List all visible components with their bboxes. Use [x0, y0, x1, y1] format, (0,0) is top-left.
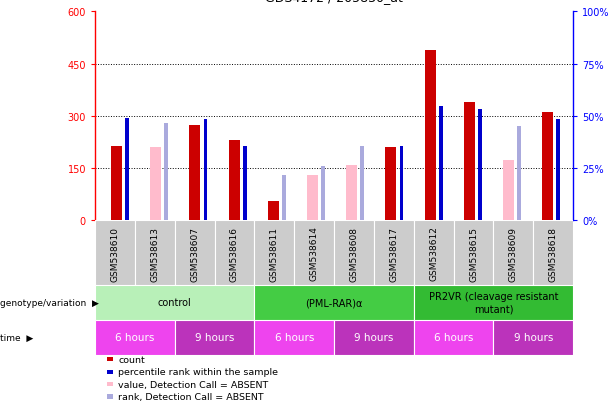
Text: GSM538611: GSM538611 [270, 226, 279, 281]
Bar [414, 320, 493, 355]
Text: time  ▶: time ▶ [0, 333, 33, 342]
Text: GSM538617: GSM538617 [389, 226, 398, 281]
Bar [254, 320, 334, 355]
Text: GDS4172 / 205830_at: GDS4172 / 205830_at [265, 0, 403, 4]
Bar [294, 221, 334, 285]
Text: 9 hours: 9 hours [354, 332, 394, 343]
Bar [95, 221, 135, 285]
Bar [493, 320, 573, 355]
Bar [400, 146, 403, 221]
Bar [454, 221, 493, 285]
Bar [360, 146, 364, 221]
Bar [439, 106, 443, 221]
Bar [334, 320, 414, 355]
Bar [346, 165, 357, 221]
Bar [414, 221, 454, 285]
Bar [243, 146, 246, 221]
Text: (PML-RAR)α: (PML-RAR)α [305, 297, 363, 308]
Text: rank, Detection Call = ABSENT: rank, Detection Call = ABSENT [118, 392, 264, 401]
Bar [517, 127, 521, 221]
Bar [414, 285, 573, 320]
Bar [557, 120, 560, 221]
Bar [189, 126, 200, 221]
Bar [150, 148, 161, 221]
Bar [268, 202, 279, 221]
Bar [125, 119, 129, 221]
Bar [254, 285, 414, 320]
Text: genotype/variation  ▶: genotype/variation ▶ [0, 298, 99, 307]
Bar [374, 221, 414, 285]
Bar [533, 221, 573, 285]
Text: GSM538608: GSM538608 [349, 226, 359, 281]
Text: GSM538607: GSM538607 [190, 226, 199, 281]
Bar [503, 160, 514, 221]
Bar [164, 123, 169, 221]
Text: count: count [118, 355, 145, 364]
Bar [542, 113, 553, 221]
Bar [254, 221, 294, 285]
Bar [307, 176, 318, 221]
Bar [478, 110, 482, 221]
Bar [215, 221, 254, 285]
Bar [204, 120, 207, 221]
Bar [95, 320, 175, 355]
Text: GSM538613: GSM538613 [150, 226, 159, 281]
Bar [334, 221, 374, 285]
Text: PR2VR (cleavage resistant
mutant): PR2VR (cleavage resistant mutant) [428, 292, 558, 313]
Text: GSM538614: GSM538614 [310, 226, 319, 281]
Text: GSM538618: GSM538618 [549, 226, 558, 281]
Text: GSM538615: GSM538615 [469, 226, 478, 281]
Bar [464, 103, 475, 221]
Bar [175, 320, 254, 355]
Bar [95, 285, 254, 320]
Bar [175, 221, 215, 285]
Text: 9 hours: 9 hours [195, 332, 234, 343]
Text: GSM538616: GSM538616 [230, 226, 239, 281]
Text: 6 hours: 6 hours [275, 332, 314, 343]
Text: 6 hours: 6 hours [115, 332, 154, 343]
Bar [386, 148, 397, 221]
Bar [111, 146, 122, 221]
Bar [282, 176, 286, 221]
Text: GSM538609: GSM538609 [509, 226, 518, 281]
Bar [229, 141, 240, 221]
Bar [135, 221, 175, 285]
Text: 9 hours: 9 hours [514, 332, 553, 343]
Text: value, Detection Call = ABSENT: value, Detection Call = ABSENT [118, 380, 268, 389]
Bar [321, 167, 325, 221]
Text: control: control [158, 297, 192, 308]
Text: GSM538610: GSM538610 [110, 226, 120, 281]
Text: 6 hours: 6 hours [434, 332, 473, 343]
Text: GSM538612: GSM538612 [429, 226, 438, 281]
Bar [425, 51, 436, 221]
Text: percentile rank within the sample: percentile rank within the sample [118, 367, 278, 376]
Bar [493, 221, 533, 285]
